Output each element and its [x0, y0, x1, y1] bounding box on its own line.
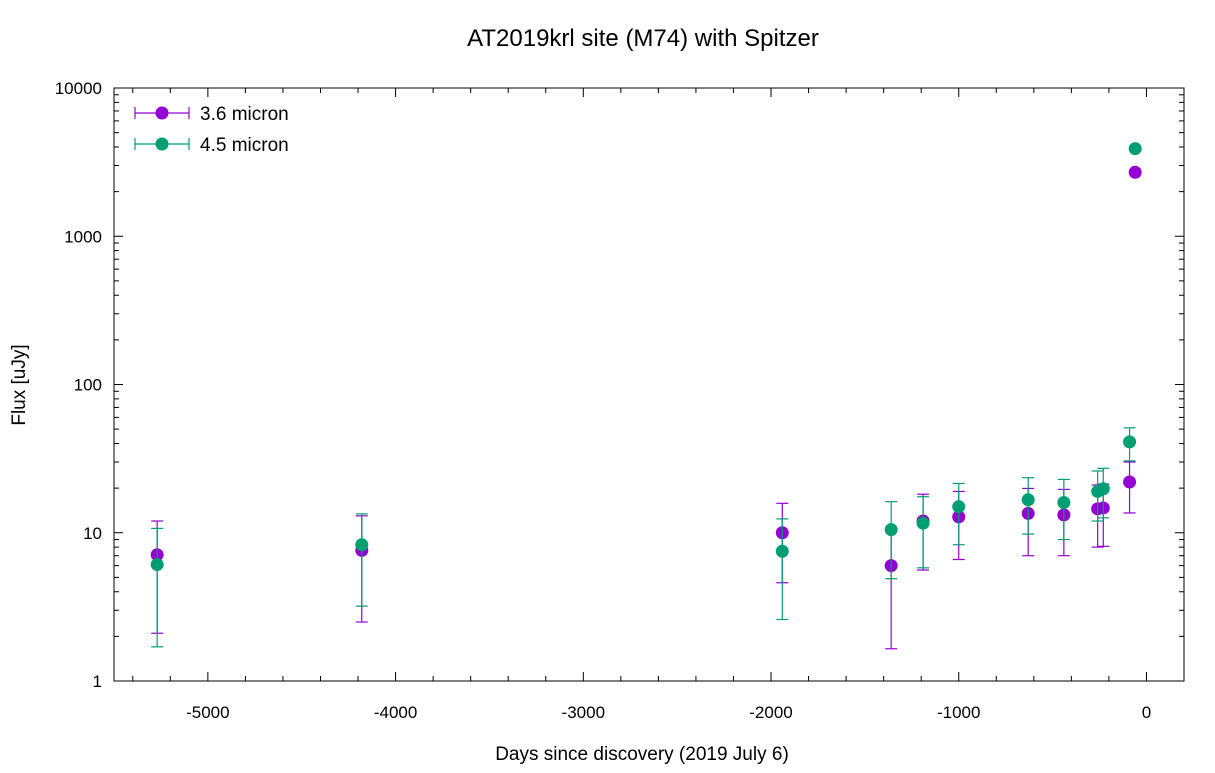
data-point [1123, 435, 1137, 449]
data-point [884, 523, 898, 537]
x-tick-label: -5000 [186, 703, 229, 722]
y-tick-label: 10 [83, 524, 102, 543]
y-tick-label: 10000 [55, 79, 102, 98]
y-tick-label: 1000 [64, 227, 102, 246]
legend: 3.6 micron 4.5 micron [134, 104, 289, 156]
series-1 [150, 165, 1142, 650]
y-axis-label: Flux [uJy] [9, 344, 30, 425]
data-point [1128, 165, 1142, 179]
legend-label: 4.5 micron [200, 135, 289, 156]
x-tick-label: 0 [1142, 703, 1151, 722]
x-axis-label: Days since discovery (2019 July 6) [495, 744, 789, 765]
series-2 [150, 142, 1142, 648]
legend-label: 3.6 micron [200, 104, 289, 125]
legend-marker [155, 137, 169, 151]
x-tick-label: -2000 [749, 703, 792, 722]
data-point [952, 500, 966, 514]
data-point [150, 558, 164, 572]
data-point [775, 544, 789, 558]
data-point [1128, 142, 1142, 156]
y-tick-label: 100 [74, 376, 102, 395]
x-axis: -5000 -4000 -3000 -2000 -1000 0 [132, 88, 1151, 722]
data-point [1096, 482, 1110, 496]
data-point [916, 516, 930, 530]
data-point [355, 538, 369, 552]
chart-title: AT2019krl site (M74) with Spitzer [467, 25, 819, 52]
y-tick-label: 1 [93, 672, 102, 691]
x-tick-label: -4000 [374, 703, 417, 722]
legend-marker [155, 106, 169, 120]
legend-item: 3.6 micron [134, 104, 289, 125]
x-tick-label: -1000 [937, 703, 980, 722]
y-axis: 1 10 100 1000 10000 [55, 79, 1184, 691]
data-point [1123, 475, 1137, 489]
legend-item: 4.5 micron [134, 135, 289, 156]
x-tick-label: -3000 [562, 703, 605, 722]
data-point [1021, 493, 1035, 507]
data-point [1057, 495, 1071, 509]
plot-area [150, 142, 1142, 650]
plot-frame [113, 87, 1185, 682]
